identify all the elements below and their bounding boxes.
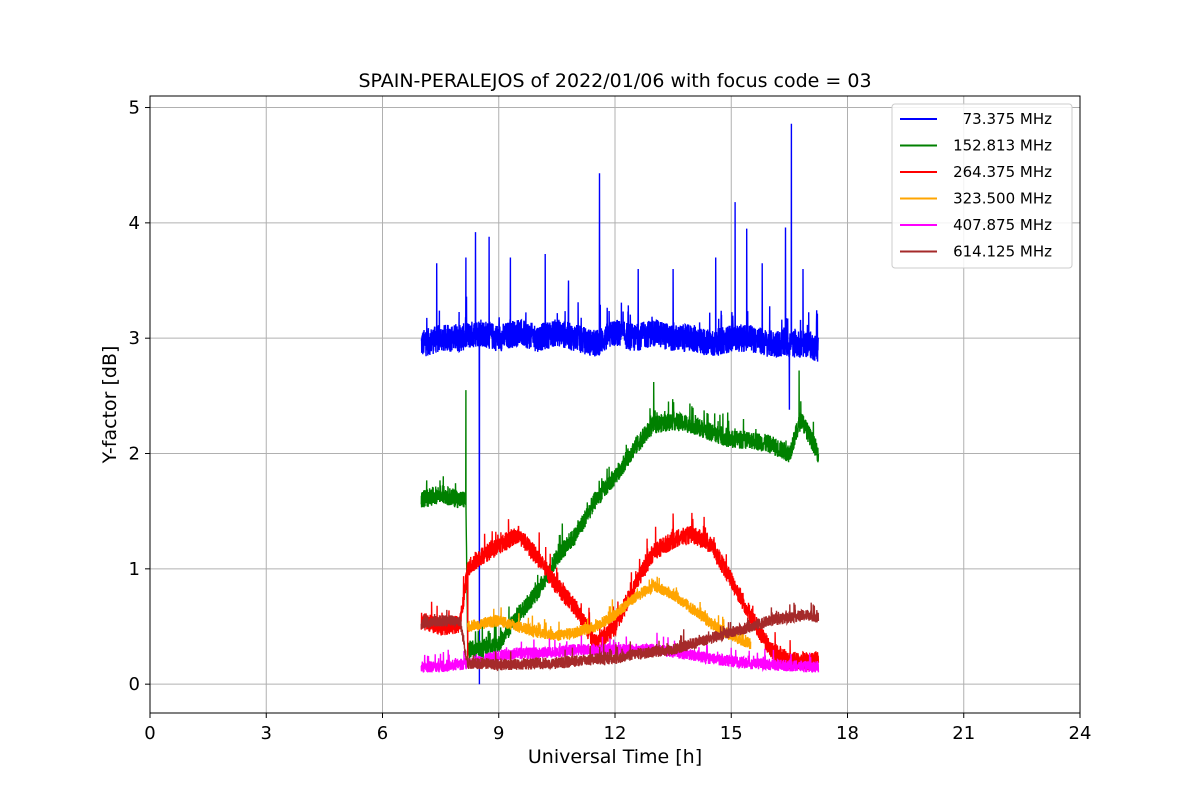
y-tick-label: 2 [129, 444, 140, 465]
legend-entry: 73.375 MHz [963, 110, 1052, 128]
x-tick-label: 0 [144, 723, 155, 744]
series-line [420, 370, 820, 661]
x-tick-label: 21 [952, 723, 975, 744]
legend-entry: 264.375 MHz [953, 163, 1052, 181]
series-line [420, 632, 820, 673]
y-tick-label: 5 [129, 98, 140, 119]
legend-entry: 323.500 MHz [953, 190, 1052, 208]
x-tick-label: 15 [720, 723, 743, 744]
x-tick-label: 6 [377, 723, 388, 744]
legend-entry: 152.813 MHz [953, 137, 1052, 155]
x-tick-label: 24 [1069, 723, 1092, 744]
series-line [467, 576, 752, 650]
y-tick-label: 1 [129, 559, 140, 580]
series-layer [420, 123, 820, 685]
x-tick-label: 9 [493, 723, 504, 744]
chart-title: SPAIN-PERALEJOS of 2022/01/06 with focus… [358, 70, 871, 92]
x-tick-label: 18 [836, 723, 859, 744]
y-axis-label: Y-factor [dB] [99, 346, 121, 465]
legend: 73.375 MHz 152.813 MHz 264.375 MHz 323.500 … [891, 103, 1073, 269]
legend-entry: 614.125 MHz [953, 243, 1052, 261]
legend-entry: 407.875 MHz [953, 216, 1052, 234]
x-axis-label: Universal Time [h] [528, 746, 702, 768]
series-line [420, 123, 820, 685]
series-line [420, 602, 820, 672]
y-tick-label: 0 [129, 674, 140, 695]
y-tick-label: 4 [129, 213, 140, 234]
x-tick-label: 12 [604, 723, 627, 744]
x-tick-label: 3 [261, 723, 272, 744]
series-line [420, 512, 820, 671]
y-tick-label: 3 [129, 328, 140, 349]
